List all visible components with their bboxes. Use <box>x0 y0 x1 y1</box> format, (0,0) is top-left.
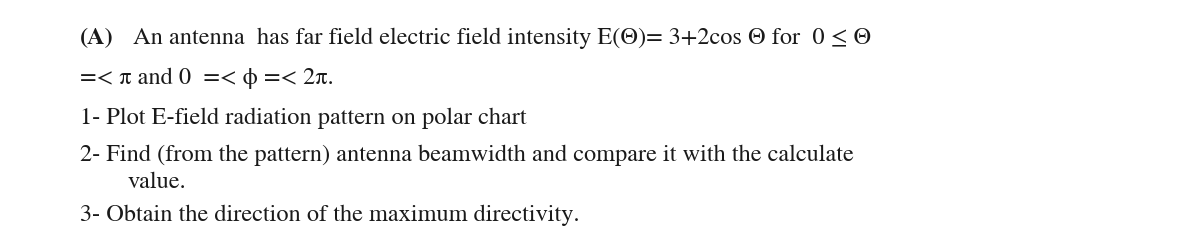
Text: 2- Find (from the pattern) antenna beamwidth and compare it with the calculate: 2- Find (from the pattern) antenna beamw… <box>80 144 853 166</box>
Text: value.: value. <box>128 171 187 193</box>
Text: (A): (A) <box>80 28 114 49</box>
Text: 3- Obtain the direction of the maximum directivity.: 3- Obtain the direction of the maximum d… <box>80 204 580 226</box>
Text: An antenna  has far field electric field intensity E(Θ)= 3+2cos Θ for  0 ≤ Θ: An antenna has far field electric field … <box>127 28 871 49</box>
Text: 1- Plot E-field radiation pattern on polar chart: 1- Plot E-field radiation pattern on pol… <box>80 108 527 129</box>
Text: =< π and 0  =< ϕ =< 2π.: =< π and 0 =< ϕ =< 2π. <box>80 68 334 89</box>
